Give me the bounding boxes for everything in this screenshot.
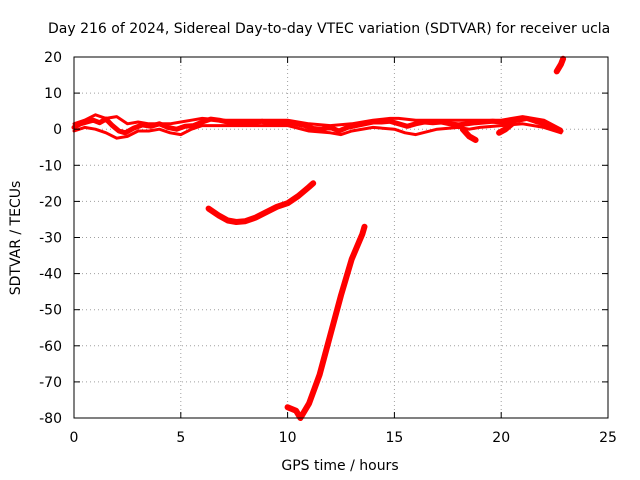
y-tick-label: 0 xyxy=(53,122,62,138)
y-tick-label: -20 xyxy=(39,194,62,210)
chart-title: Day 216 of 2024, Sidereal Day-to-day VTE… xyxy=(48,21,610,37)
series-line-main-band xyxy=(71,115,564,136)
axis-ticks: 0 5 10 15 20 25 20 10 0 -10 -20 -30 -40 -50 -60 -70 -80 xyxy=(39,50,617,446)
y-tick-label: 10 xyxy=(44,86,62,102)
x-tick-label: 0 xyxy=(70,430,79,446)
series-line-band-upper-edge xyxy=(72,113,563,131)
y-tick-label: -50 xyxy=(39,303,62,319)
y-tick-label: -80 xyxy=(39,411,62,427)
series-line-arc xyxy=(205,180,317,225)
series-line-top-right-segment xyxy=(553,55,567,75)
y-tick-label: -60 xyxy=(39,339,62,355)
x-tick-label: 5 xyxy=(176,430,185,446)
series-line-steep-rise xyxy=(284,223,368,421)
y-tick-label: -70 xyxy=(39,375,62,391)
data-series-group xyxy=(71,55,567,421)
y-axis-label: SDTVAR / TECUs xyxy=(8,181,24,296)
y-tick-label: -40 xyxy=(39,267,62,283)
x-tick-label: 10 xyxy=(279,430,297,446)
series-line-drop-spike-2 xyxy=(496,120,515,136)
y-tick-label: 20 xyxy=(44,50,62,66)
x-tick-label: 25 xyxy=(599,430,617,446)
series-line-drop-spike-1 xyxy=(459,126,479,143)
x-axis-label: GPS time / hours xyxy=(281,458,398,474)
y-tick-label: -10 xyxy=(39,158,62,174)
y-tick-label: -30 xyxy=(39,231,62,247)
x-tick-label: 15 xyxy=(385,430,403,446)
x-tick-label: 20 xyxy=(492,430,510,446)
